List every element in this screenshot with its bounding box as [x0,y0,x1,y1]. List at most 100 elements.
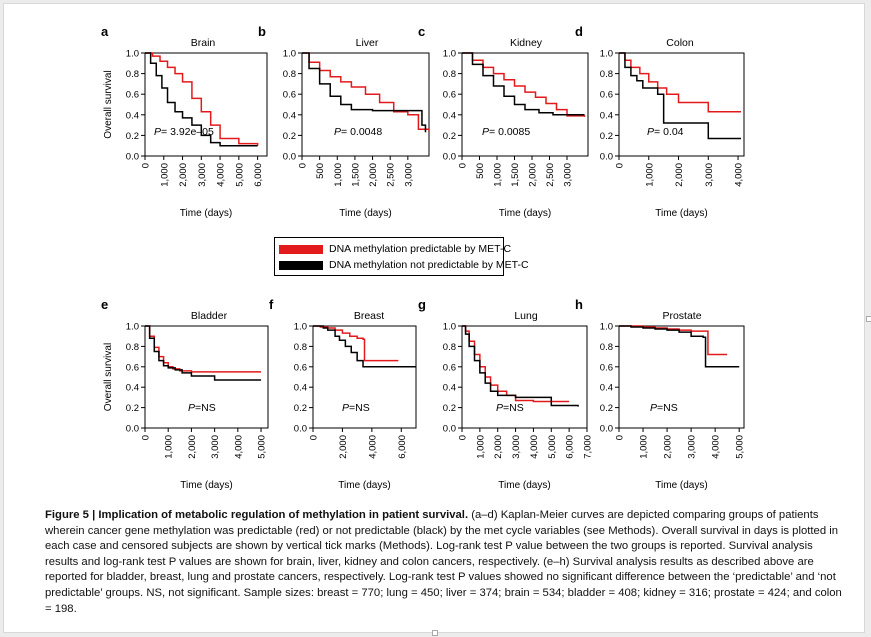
panel-letter: a [101,24,109,39]
panel-e: e Bladder 0.0 0.2 0.4 0.6 0.8 1.0 0 1,000 2,000 3,0… [101,297,269,491]
x-axis-label: Time (days) [180,480,232,491]
x-tick-label: 2,000 [663,435,674,459]
plot-frame [618,325,745,429]
y-tick-label: 1.0 [443,322,456,333]
x-tick-label: 3,000 [210,435,221,459]
y-tick-label: 0.0 [600,424,613,435]
x-tick-label: 5,000 [735,435,746,459]
y-tick-label: 1.0 [283,49,296,60]
y-tick-label: 0.8 [126,69,139,80]
x-tick-label: 1,500 [350,163,361,187]
x-tick-label: 1,000 [493,163,504,187]
x-tick-label: 2,000 [674,163,685,187]
p-symbol: P [647,126,654,138]
resize-handle[interactable] [866,316,871,322]
panel-title: Bladder [191,310,228,322]
series-line-not-predictable [302,52,427,133]
series-line-not-predictable [145,325,262,381]
legend-swatch-black [279,260,323,270]
resize-handle-bottom[interactable] [432,630,438,636]
x-tick-label: 6,000 [565,435,576,459]
legend-swatch-red [279,244,323,254]
y-tick-label: 0.4 [443,110,456,121]
x-tick-label: 2,000 [338,435,349,459]
series-line-not-predictable [462,325,579,407]
series-line-not-predictable [313,325,416,368]
x-axis-label: Time (days) [499,208,551,219]
panel-g: g Lung 0.0 0.2 0.4 0.6 0.8 1.0 0 1,000 2,000 3,000 4… [418,297,594,491]
x-tick-label: 5,000 [234,163,245,187]
y-tick-label: 0.6 [443,90,456,101]
x-tick-label: 2,500 [386,163,397,187]
panel-f: f Breast 0.0 0.2 0.4 0.6 0.8 1.0 0 2,000 4,000 6,00… [269,297,417,491]
y-tick-label: 0.0 [443,152,456,163]
p-symbol: P [650,402,657,414]
x-tick-label: 0 [141,163,152,168]
y-tick-label: 0.6 [600,362,613,373]
y-tick-label: 0.8 [294,342,307,353]
legend-item-not-predictable: DNA methylation not predictable by MET-C [279,258,529,272]
y-tick-label: 0.8 [443,69,456,80]
y-tick-label: 1.0 [600,322,613,333]
plot-frame [618,52,745,157]
y-tick-label: 0.8 [283,69,296,80]
x-axis-label: Time (days) [339,208,391,219]
x-tick-label: 2,000 [493,435,504,459]
x-tick-label: 3,000 [511,435,522,459]
p-symbol: P [496,402,503,414]
x-tick-label: 500 [315,163,326,179]
x-tick-label: 3,000 [704,163,715,187]
p-value-text: = 0.0085 [489,126,530,138]
x-tick-label: 7,000 [583,435,594,459]
x-axis-label: Time (days) [338,480,390,491]
panel-letter: d [575,24,583,39]
y-tick-label: 0.4 [600,383,613,394]
x-tick-label: 1,000 [639,435,650,459]
p-symbol: P [342,402,349,414]
y-tick-label: 0.0 [283,152,296,163]
series-line-predictable [462,325,570,403]
plot-frame [144,325,269,429]
panel-letter: g [418,297,426,312]
panel-title: Prostate [662,310,701,322]
p-value-text: = 3.92e–05 [161,126,214,138]
panel-d: d Colon 0.0 0.2 0.4 0.6 0.8 1.0 0 1,000 2,000 3,000… [575,24,745,219]
y-tick-label: 0.0 [126,424,139,435]
x-tick-label: 3,000 [403,163,414,187]
x-tick-label: 1,000 [159,163,170,187]
panel-title: Lung [514,310,538,322]
x-tick-label: 2,000 [178,163,189,187]
y-tick-label: 1.0 [600,49,613,60]
series-line-predictable [145,52,259,146]
x-tick-label: 2,000 [187,435,198,459]
x-tick-label: 3,000 [687,435,698,459]
panel-h: h Prostate 0.0 0.2 0.4 0.6 0.8 1.0 0 1,000 2,000 3,… [575,297,746,491]
y-tick-label: 0.0 [600,152,613,163]
p-value-text: =NS [349,402,370,414]
y-tick-label: 0.4 [126,110,139,121]
panel-title: Kidney [510,37,543,49]
y-tick-label: 0.6 [600,90,613,101]
y-tick-label: 0.6 [126,362,139,373]
p-symbol: P [188,402,195,414]
figure-caption: Figure 5 | Implication of metabolic regu… [45,508,847,617]
x-tick-label: 500 [475,163,486,179]
x-tick-label: 5,000 [547,435,558,459]
panel-letter: c [418,24,425,39]
x-axis-label: Time (days) [655,480,707,491]
p-value-text: = 0.0048 [341,126,382,138]
x-tick-label: 4,000 [367,435,378,459]
panel-a: a Brain 0.0 0.2 0.4 0.6 0.8 1.0 0 1,000 2,000 3,000… [101,24,268,219]
series-line-predictable [619,52,742,113]
series-line-not-predictable [462,52,585,116]
p-value-label: P= 0.0085 [482,126,530,138]
x-tick-label: 2,000 [368,163,379,187]
y-tick-label: 0.8 [126,342,139,353]
y-axis-label: Overall survival [103,70,114,138]
x-tick-label: 0 [615,163,626,168]
y-tick-label: 0.6 [294,362,307,373]
x-axis-label: Time (days) [180,208,232,219]
panel-title: Colon [666,37,694,49]
x-tick-label: 2,000 [528,163,539,187]
y-tick-label: 0.2 [126,403,139,414]
